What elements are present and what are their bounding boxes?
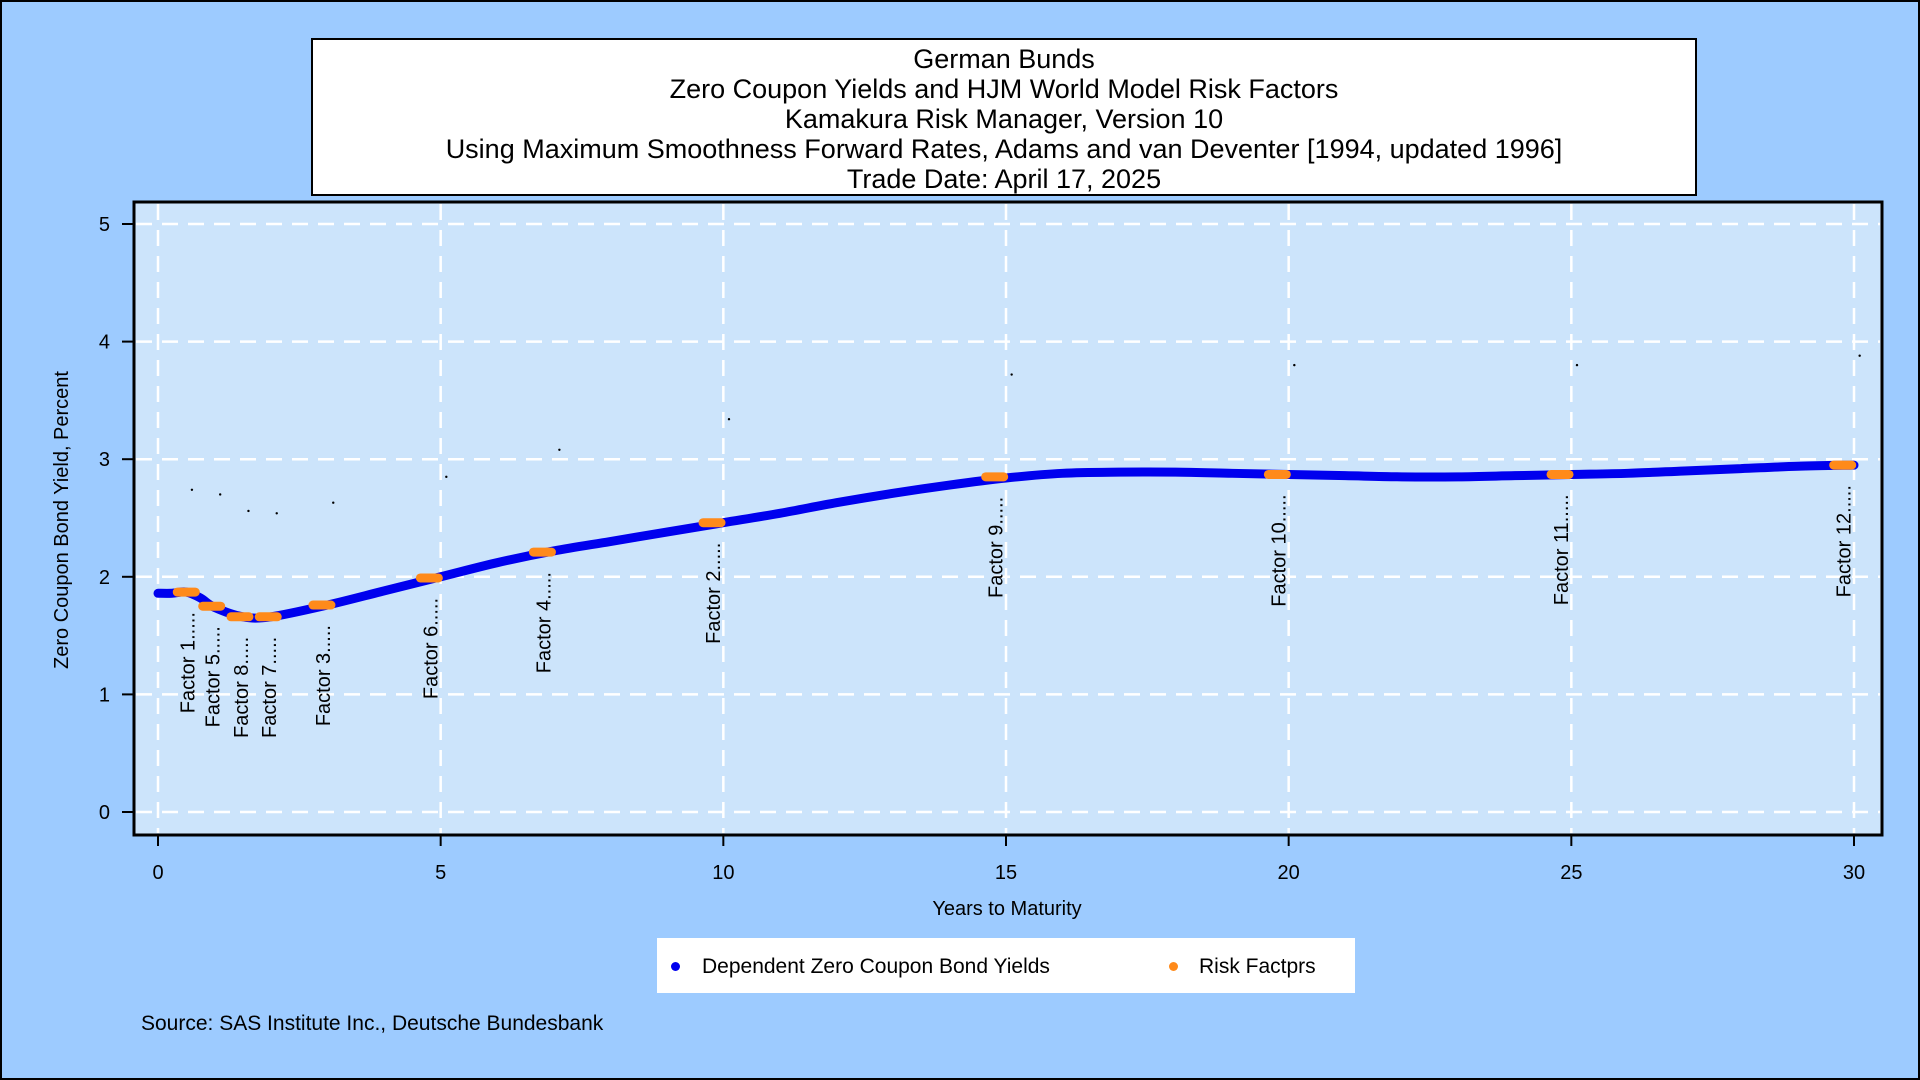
factor-label-8: Factor 2..... (703, 543, 725, 644)
x-tick-label-5: 5 (435, 862, 446, 884)
chart-title-line-5: Trade Date: April 17, 2025 (846, 164, 1162, 194)
factor-label-2: Factor 5..... (203, 626, 225, 727)
factor-label-9: Factor 9..... (986, 497, 1008, 598)
chart-title-line-1: German Bunds (913, 44, 1095, 74)
source-note: Source: SAS Institute Inc., Deutsche Bun… (141, 1012, 604, 1035)
factor-label-10: Factor 10..... (1268, 494, 1290, 606)
y-tick-label-2: 2 (99, 567, 110, 589)
legend-label-factors: Risk Factprs (1199, 955, 1316, 978)
legend: Dependent Zero Coupon Bond Yields Risk F… (657, 938, 1355, 993)
x-tick-label-0: 0 (152, 862, 163, 884)
y-tick-label-4: 4 (99, 332, 110, 354)
factor-label-1: Factor 1..... (177, 612, 199, 713)
factor-label-6: Factor 6..... (420, 598, 442, 699)
x-tick-label-25: 25 (1560, 862, 1582, 884)
y-tick-label-5: 5 (99, 214, 110, 236)
speck-9 (1293, 363, 1296, 367)
chart-title-line-4: Using Maximum Smoothness Forward Rates, … (445, 134, 1563, 164)
speck-5 (445, 475, 448, 479)
legend-label-yields: Dependent Zero Coupon Bond Yields (702, 955, 1050, 978)
speck-0 (190, 488, 194, 491)
y-tick-label-1: 1 (99, 684, 110, 706)
speck-7 (727, 418, 731, 421)
y-axis: 0 1 2 3 4 5 (99, 214, 134, 824)
factor-label-3: Factor 8..... (231, 637, 253, 738)
speck-4 (332, 501, 335, 504)
speck-10 (1575, 363, 1579, 367)
factor-label-4: Factor 7..... (259, 637, 281, 738)
x-tick-label-30: 30 (1843, 862, 1865, 884)
speck-11 (1858, 354, 1861, 357)
speck-2 (247, 509, 250, 513)
x-axis: 0 5 10 15 20 25 30 (152, 835, 1865, 884)
factor-label-5: Factor 3..... (313, 625, 335, 726)
x-tick-label-10: 10 (712, 862, 734, 884)
speck-1 (218, 493, 222, 496)
x-tick-label-15: 15 (995, 862, 1017, 884)
factor-label-7: Factor 4..... (533, 572, 555, 673)
legend-dot-factors (1169, 962, 1178, 971)
speck-8 (1010, 373, 1013, 376)
speck-3 (275, 512, 278, 515)
speck-6 (558, 448, 561, 451)
y-tick-label-3: 3 (99, 449, 110, 471)
chart-title-line-2: Zero Coupon Yields and HJM World Model R… (669, 74, 1339, 104)
factor-label-12: Factor 12..... (1834, 485, 1856, 597)
factor-layer: Factor 1..... Factor 5..... Factor 8..... F… (172, 460, 1857, 738)
chart-title-line-3: Kamakura Risk Manager, Version 10 (784, 104, 1224, 134)
factor-label-11: Factor 11..... (1551, 494, 1573, 605)
speck-marks (190, 354, 1861, 515)
legend-dot-yields (671, 962, 680, 971)
x-tick-label-20: 20 (1278, 862, 1300, 884)
chart-title-box: German Bunds Zero Coupon Yields and HJM … (311, 38, 1697, 196)
x-axis-label: Years to Maturity (932, 898, 1081, 920)
plot-area (132, 200, 1884, 837)
y-tick-label-0: 0 (99, 802, 110, 824)
y-axis-label: Zero Coupon Bond Yield, Percent (51, 371, 73, 669)
